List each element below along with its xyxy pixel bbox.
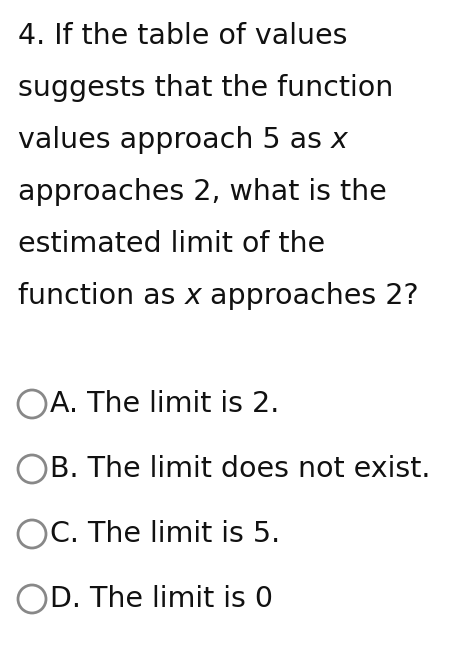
Text: approaches 2, what is the: approaches 2, what is the bbox=[18, 178, 386, 206]
Text: x: x bbox=[184, 282, 201, 310]
Text: suggests that the function: suggests that the function bbox=[18, 74, 392, 102]
Text: estimated limit of the: estimated limit of the bbox=[18, 230, 325, 258]
Text: x: x bbox=[330, 126, 347, 154]
Text: approaches 2?: approaches 2? bbox=[201, 282, 418, 310]
Text: A. The limit is 2.: A. The limit is 2. bbox=[50, 390, 279, 418]
Text: function as: function as bbox=[18, 282, 184, 310]
Text: B. The limit does not exist.: B. The limit does not exist. bbox=[50, 455, 430, 483]
Text: values approach 5 as: values approach 5 as bbox=[18, 126, 330, 154]
Text: C. The limit is 5.: C. The limit is 5. bbox=[50, 520, 280, 548]
Text: D. The limit is 0: D. The limit is 0 bbox=[50, 585, 272, 613]
Text: 4. If the table of values: 4. If the table of values bbox=[18, 22, 347, 50]
